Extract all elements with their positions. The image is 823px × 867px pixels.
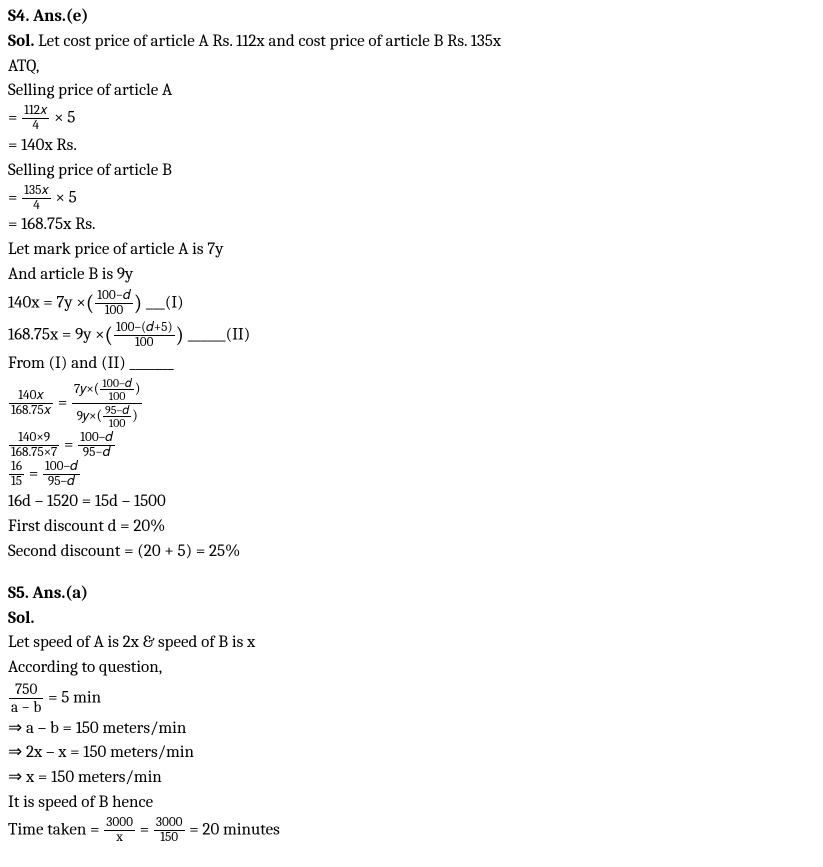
sp-b-label: Selling price of article B [8, 159, 815, 183]
frac-l3: 1615 [9, 460, 24, 489]
s5-time: Time taken = 3000x = 3000150 = 20 minute… [8, 816, 815, 845]
frac-r1: 7𝑦×(100–𝑑100) 9𝑦×(95–𝑑100) [72, 377, 142, 430]
sp-a-label: Selling price of article A [8, 79, 815, 103]
frac-112x-4: 112𝑥4 [22, 104, 49, 133]
solution-s5: S5. Ans.(a) Sol. Let speed of A is 2x & … [8, 582, 815, 845]
frac-r3: 100–𝑑95–𝑑 [43, 460, 80, 489]
mp-b: And article B is 9y [8, 263, 815, 287]
s4-atq: ATQ, [8, 55, 815, 79]
s5-acc: According to question, [8, 656, 815, 680]
frac-100-d5: 100–(𝑑+5)100 [114, 321, 175, 350]
frac-135x-4: 135𝑥4 [22, 184, 51, 213]
frac-l2: 140×9168.75×7 [9, 431, 59, 460]
first-disc: First discount d = 20% [8, 515, 815, 539]
fracline-3: 1615 = 100–𝑑95–𝑑 [8, 460, 815, 489]
eq-I: 140x = 7y ×(100−𝑑100) ___(I) [8, 288, 815, 319]
frac-3000-150: 3000150 [154, 816, 185, 845]
mp-a: Let mark price of article A is 7y [8, 238, 815, 262]
s5-l3: ⇒ x = 150 meters/min [8, 766, 815, 790]
frac-750: 750a − b [9, 681, 43, 716]
s5-sol-label: Sol. [8, 609, 34, 628]
s5-heading: S5. Ans.(a) [8, 584, 88, 603]
fracline-1: 140𝑥168.75𝑥 = 7𝑦×(100–𝑑100) 9𝑦×(95–𝑑100) [8, 377, 815, 430]
frac-l1: 140𝑥168.75𝑥 [9, 389, 53, 418]
solution-s4: S4. Ans.(e) Sol. Let cost price of artic… [8, 5, 815, 564]
s5-l2: ⇒ 2x – x = 150 meters/min [8, 741, 815, 765]
s5-frac: 750a − b = 5 min [8, 681, 815, 716]
sol-label: Sol. [8, 32, 34, 51]
frac-100-d: 100−𝑑100 [95, 289, 133, 318]
frac-r2: 100–𝑑95−𝑑 [78, 431, 115, 460]
eq-b-result: = 168.75x Rs. [8, 213, 815, 237]
frac-3000-x: 3000x [104, 816, 135, 845]
s5-l4: It is speed of B hence [8, 791, 815, 815]
eq-a-result: = 140x Rs. [8, 134, 815, 158]
eq-II: 168.75x = 9y ×(100–(𝑑+5)100) ______(II) [8, 320, 815, 351]
line-16d: 16d – 1520 = 15d – 1500 [8, 490, 815, 514]
eq-a: = 112𝑥4 × 5 [8, 104, 815, 133]
eq-b: = 135𝑥4 × 5 [8, 184, 815, 213]
s4-heading: S4. Ans.(e) [8, 7, 88, 26]
second-disc: Second discount = (20 + 5) = 25% [8, 540, 815, 564]
fracline-2: 140×9168.75×7 = 100–𝑑95−𝑑 [8, 431, 815, 460]
from-line: From (I) and (II) _______ [8, 352, 815, 376]
s4-intro: Let cost price of article A Rs. 112x and… [34, 32, 501, 51]
s5-let: Let speed of A is 2x & speed of B is x [8, 631, 815, 655]
s5-l1: ⇒ a – b = 150 meters/min [8, 717, 815, 741]
